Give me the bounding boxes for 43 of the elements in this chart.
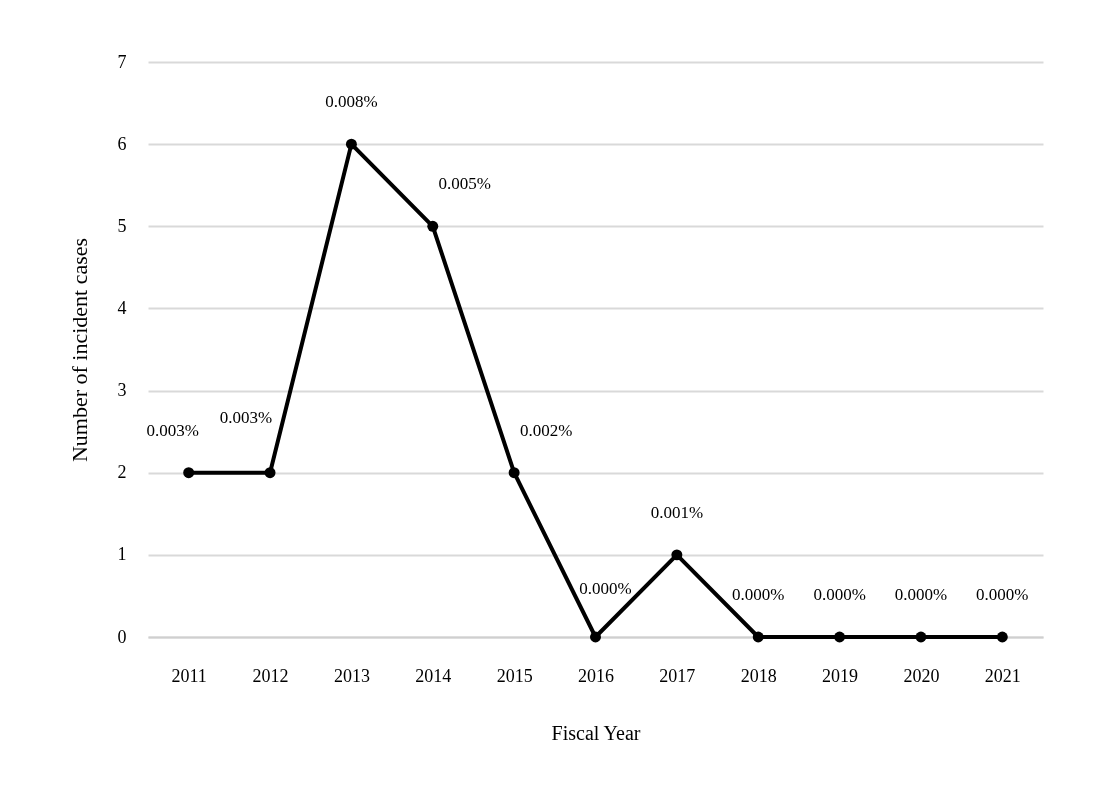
x-tick-label: 2020 [903, 665, 940, 686]
x-tick-label: 2021 [984, 665, 1021, 686]
annotation: 0.000% [976, 585, 1029, 604]
annotation: 0.008% [325, 92, 378, 112]
y-tick-label: 4 [117, 297, 127, 318]
point [752, 631, 764, 643]
x-tick-label: 2017 [659, 665, 696, 686]
y-tick-label: 2 [117, 462, 127, 483]
point [345, 138, 357, 150]
point [183, 467, 195, 479]
x-tick-label: 2019 [822, 665, 859, 686]
y-tick-label: 3 [117, 380, 127, 401]
point [996, 631, 1008, 643]
x-tick-label: 2011 [171, 665, 207, 686]
x-axis-title: Fiscal Year [551, 721, 641, 744]
y-axis-title: Number of incident cases [66, 237, 92, 463]
annotation: 0.000% [732, 585, 785, 604]
x-tick-label: 2018 [740, 665, 777, 686]
x-tick-label: 2012 [252, 665, 289, 686]
annotation: 0.000% [894, 585, 948, 604]
point [508, 467, 520, 479]
point [427, 220, 439, 232]
annotation: 0.003% [146, 420, 199, 440]
annotation: 0.002% [519, 420, 573, 440]
x-tick-label: 2015 [496, 665, 533, 686]
x-tick-label: 2014 [415, 665, 452, 686]
annotation: 0.003% [219, 407, 273, 427]
annotation: 0.001% [650, 502, 704, 522]
y-tick-label: 6 [117, 133, 127, 154]
point [834, 631, 846, 643]
annotation: 0.000% [579, 579, 632, 598]
y-tick-label: 5 [117, 215, 127, 236]
y-tick-label: 0 [117, 626, 127, 647]
point [915, 631, 927, 643]
point [590, 631, 601, 643]
y-tick-label: 1 [117, 544, 127, 565]
point [671, 549, 683, 561]
x-tick-label: 2013 [333, 665, 370, 686]
point [264, 467, 276, 479]
x-tick-label: 2016 [578, 665, 614, 686]
annotation: 0.000% [813, 585, 866, 604]
annotation: 0.005% [438, 174, 491, 194]
y-tick-label: 7 [117, 51, 127, 72]
